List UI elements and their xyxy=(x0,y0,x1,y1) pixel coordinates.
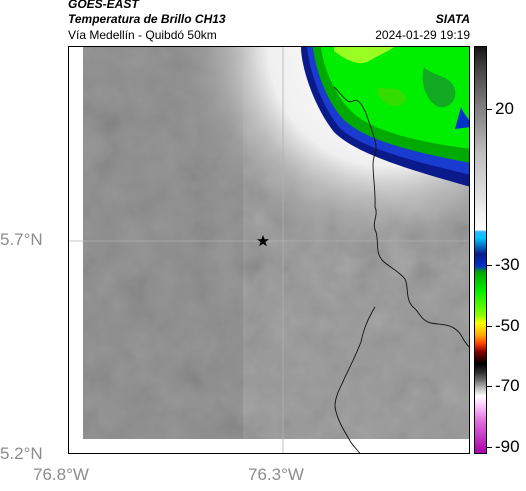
cold-cloud-region xyxy=(301,47,469,187)
colorbar-label-minus90: -90 xyxy=(495,437,520,456)
colorbar xyxy=(474,46,487,454)
star-marker xyxy=(257,235,269,247)
product-title: Temperatura de Brillo CH13 xyxy=(68,12,226,26)
satellite-map xyxy=(68,46,470,454)
timestamp: 2024-01-29 19:19 xyxy=(375,28,470,42)
organization-label: SIATA xyxy=(435,12,470,26)
brightness-temperature-field xyxy=(69,47,469,453)
lon-tick-76-8: 76.8°W xyxy=(33,465,89,484)
colorbar-label-minus30: -30 xyxy=(495,255,520,274)
colorbar-label-minus50: -50 xyxy=(495,316,520,335)
colorbar-tick xyxy=(487,386,492,387)
colorbar-tick xyxy=(487,447,492,448)
route-subtitle: Vía Medellín - Quibdó 50km xyxy=(68,28,217,42)
boundary-lines xyxy=(333,86,469,453)
colorbar-label-minus70: -70 xyxy=(495,376,520,395)
colorbar-label-20: 20 xyxy=(495,99,514,118)
colorbar-tick xyxy=(487,326,492,327)
colorbar-tick xyxy=(487,109,492,110)
lat-tick-5-2: 5.2°N xyxy=(0,444,43,463)
lon-tick-76-3: 76.3°W xyxy=(248,465,304,484)
satellite-source: GOES-EAST xyxy=(68,0,139,11)
lat-tick-5-7: 5.7°N xyxy=(0,230,43,249)
colorbar-tick xyxy=(487,265,492,266)
